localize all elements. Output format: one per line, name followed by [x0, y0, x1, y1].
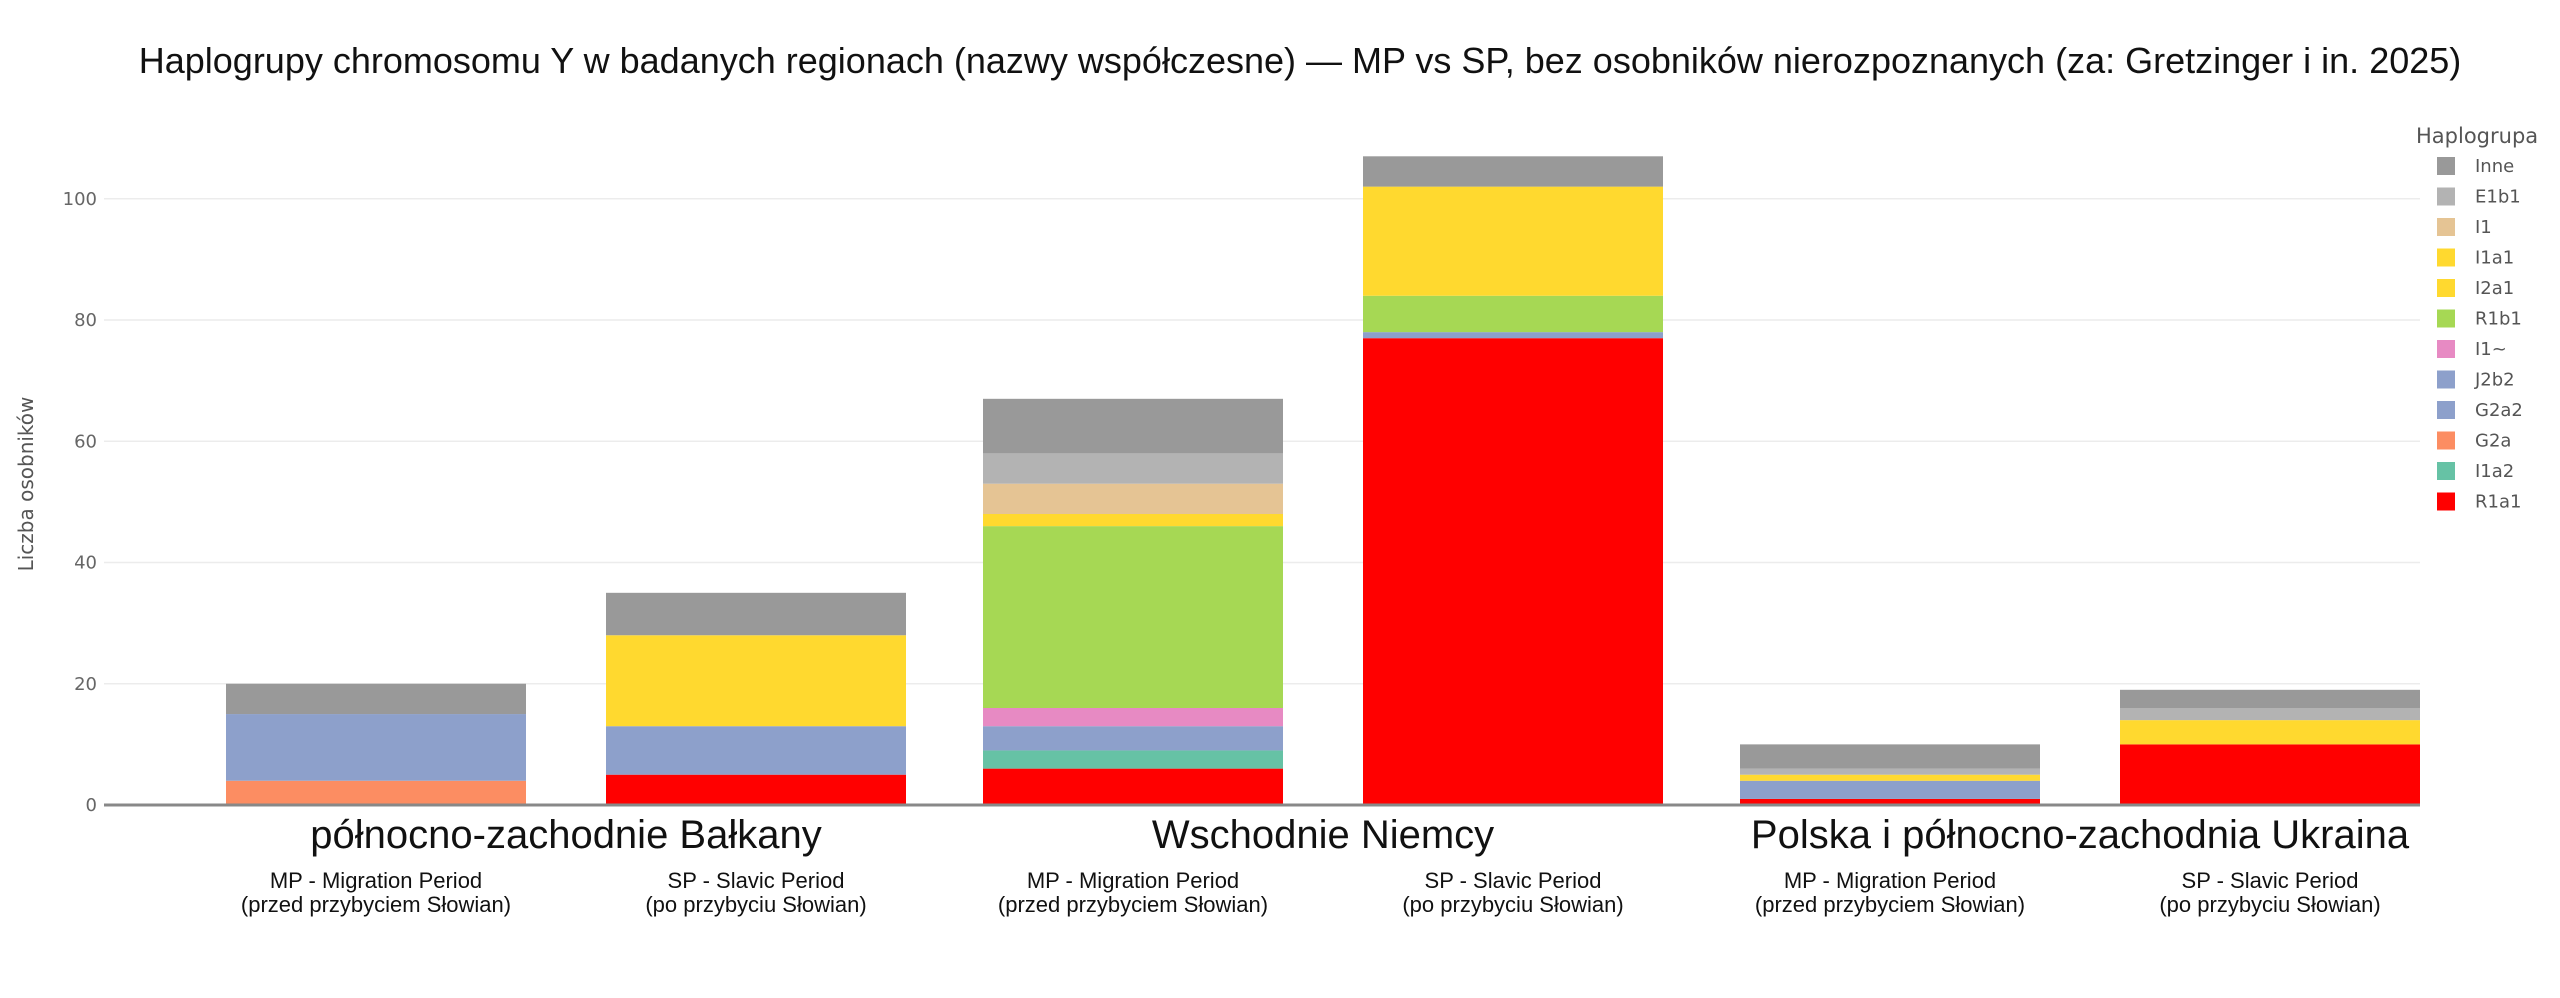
- chart-title: Haplogrupy chromosomu Y w badanych regio…: [139, 40, 2462, 81]
- bar-segment-r1a1-1: [606, 774, 906, 805]
- bar-segment-e1b1-5: [2120, 708, 2420, 721]
- legend-item-label: I1~: [2475, 339, 2507, 360]
- legend-item-label: E1b1: [2475, 187, 2521, 208]
- legend-swatch: [2437, 431, 2455, 450]
- legend-swatch: [2437, 157, 2455, 175]
- category-label: (przed przybyciem Słowian): [241, 892, 511, 917]
- y-tick-label: 100: [63, 189, 97, 210]
- category-label: (po przybyciu Słowian): [1402, 892, 1623, 917]
- legend-item-label: I1a1: [2475, 248, 2514, 269]
- legend-swatch: [2437, 309, 2455, 328]
- legend-item-label: I2a1: [2475, 278, 2514, 299]
- bar-segment-e1b1-2: [983, 453, 1283, 484]
- x-axis-labels: północno-zachodnie Bałkany Wschodnie Niem…: [241, 813, 2410, 917]
- region-label: północno-zachodnie Bałkany: [310, 813, 821, 857]
- legend-item-label: G2a2: [2475, 400, 2523, 421]
- y-tick-label: 80: [74, 310, 97, 331]
- bar-segment-g2a2-0: [226, 714, 526, 781]
- bar-segment-i2a1-4: [1740, 774, 2040, 781]
- legend-swatch: [2437, 279, 2455, 297]
- bar-segment-g2a2-4: [1740, 780, 2040, 799]
- bar-segment-i2a1-1: [606, 635, 906, 727]
- bar-segment-r1b1-2: [983, 526, 1283, 708]
- category-label: (po przybyciu Słowian): [645, 892, 866, 917]
- legend-swatch: [2437, 462, 2455, 480]
- bar-segment-r1b1-3: [1363, 295, 1663, 333]
- category-label: MP - Migration Period: [1027, 868, 1239, 893]
- legend-item-label: Inne: [2475, 156, 2514, 177]
- bar-segment-r1a1-3: [1363, 338, 1663, 805]
- legend-item-label: R1b1: [2475, 309, 2522, 330]
- y-tick-label: 20: [74, 674, 97, 695]
- category-label: (po przybyciu Słowian): [2159, 892, 2380, 917]
- bar-segment-g2a2-2: [983, 726, 1283, 751]
- bar-segment-i2a1-3: [1363, 186, 1663, 296]
- region-label: Wschodnie Niemcy: [1152, 813, 1494, 857]
- bar-segment-g2a2-1: [606, 726, 906, 775]
- bar-segment-i2a1-2: [983, 514, 1283, 527]
- category-label: SP - Slavic Period: [668, 868, 845, 893]
- bar-segment-inne-2: [983, 398, 1283, 454]
- bar-segment-i2a1-5: [2120, 720, 2420, 745]
- legend-swatch: [2437, 492, 2455, 511]
- category-label: (przed przybyciem Słowian): [1755, 892, 2025, 917]
- legend-item-label: I1a2: [2475, 461, 2514, 482]
- bar-segment-g2a-0: [226, 780, 526, 805]
- bar-segment-r1a1-2: [983, 768, 1283, 805]
- bar-segment-r1a1-5: [2120, 744, 2420, 805]
- bar-segment-inne-1: [606, 592, 906, 636]
- legend-swatch: [2437, 401, 2455, 419]
- legend-item-label: R1a1: [2475, 492, 2521, 513]
- legend-title: Haplogrupa: [2416, 124, 2538, 148]
- category-label: SP - Slavic Period: [1425, 868, 1602, 893]
- y-tick-label: 40: [74, 553, 97, 574]
- legend-swatch: [2437, 218, 2455, 236]
- category-label: MP - Migration Period: [270, 868, 482, 893]
- bar-segment-inne-0: [226, 683, 526, 715]
- bar-segment-r1a1-4: [1740, 798, 2040, 805]
- legend-item-label: J2b2: [2474, 370, 2515, 391]
- bar-segment-i1-2: [983, 483, 1283, 514]
- legend: Haplogrupa Inne E1b1 I1 I1a1 I2a1 R1b1 I1~ J2b2…: [2416, 124, 2538, 513]
- legend-swatch: [2437, 370, 2455, 389]
- bar-segment-e1b1-4: [1740, 768, 2040, 775]
- category-label: (przed przybyciem Słowian): [998, 892, 1268, 917]
- legend-swatch: [2437, 248, 2455, 267]
- bar-segment-g2a2-3: [1363, 332, 1663, 339]
- bar-segment-i1a2-2: [983, 750, 1283, 769]
- legend-item-label: I1: [2475, 217, 2492, 238]
- bar-segment-inne-4: [1740, 744, 2040, 769]
- y-tick-label: 60: [74, 431, 97, 452]
- y-axis-label: Liczba osobników: [14, 397, 38, 572]
- legend-item-label: G2a: [2475, 431, 2511, 452]
- y-axis-ticks: 0 20 40 60 80 100: [63, 189, 97, 816]
- category-label: SP - Slavic Period: [2182, 868, 2359, 893]
- legend-swatch: [2437, 340, 2455, 358]
- y-tick-label: 0: [86, 795, 97, 816]
- bar-segment-inne-5: [2120, 689, 2420, 708]
- bars: [226, 156, 2420, 805]
- legend-swatch: [2437, 187, 2455, 206]
- category-label: MP - Migration Period: [1784, 868, 1996, 893]
- region-label: Polska i północno-zachodnia Ukraina: [1751, 813, 2410, 857]
- bar-segment-i1-2: [983, 708, 1283, 727]
- bar-segment-inne-3: [1363, 156, 1663, 187]
